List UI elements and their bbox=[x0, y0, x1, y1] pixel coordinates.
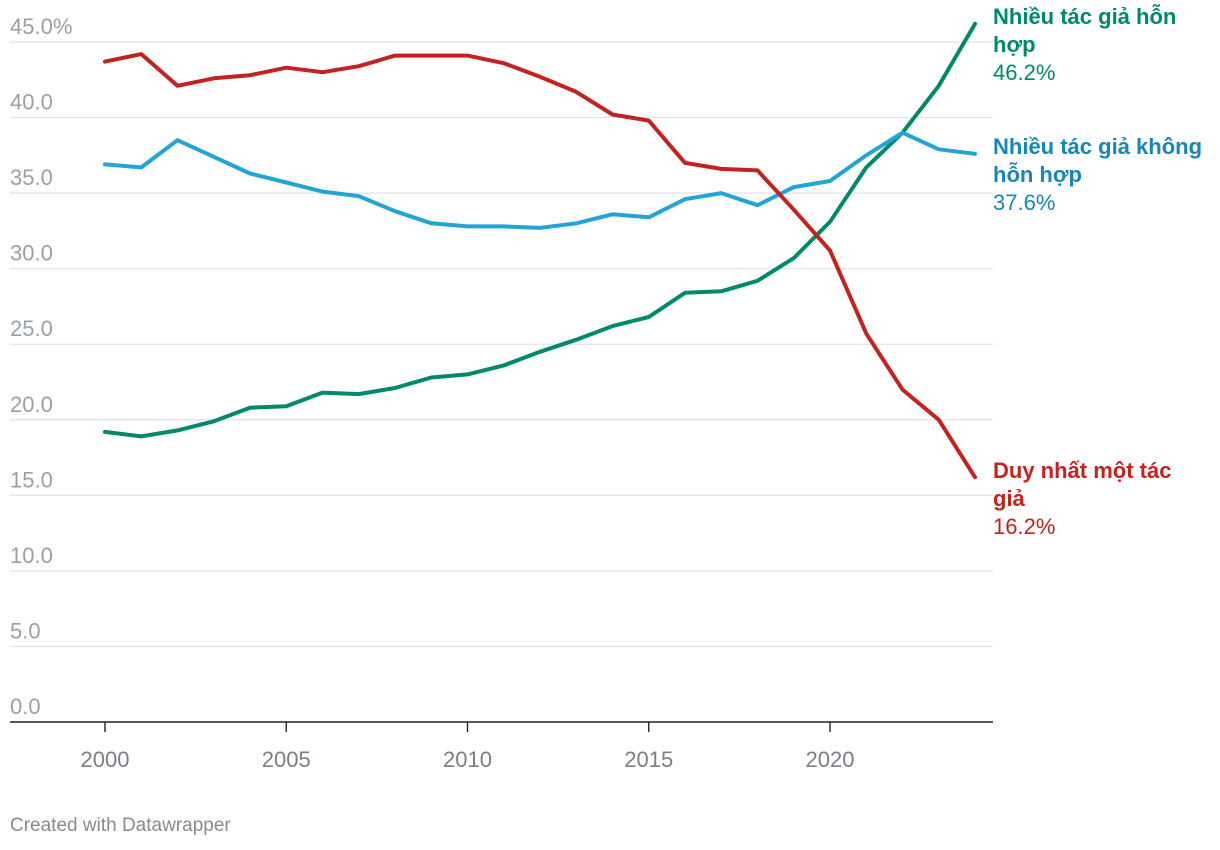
y-tick-label: 20.0 bbox=[10, 392, 53, 417]
series-line-3 bbox=[103, 52, 977, 480]
x-axis: 2000 2005 2010 2015 2020 bbox=[10, 721, 993, 772]
series-end-labels: Nhiều tác giả hỗn hợp 46.2% Nhiều tác giả k… bbox=[993, 4, 1202, 539]
x-tick-label: 2015 bbox=[624, 747, 673, 772]
y-tick-label: 35.0 bbox=[10, 165, 53, 190]
y-tick-label: 10.0 bbox=[10, 543, 53, 568]
y-tick-label: 0.0 bbox=[10, 694, 41, 719]
series-name-label: hợp bbox=[993, 32, 1036, 57]
series-name-label: hỗn hợp bbox=[993, 162, 1082, 187]
series-name-label: Nhiều tác giả không bbox=[993, 134, 1202, 159]
series-name-label: giả bbox=[993, 486, 1026, 511]
datawrapper-credit: Created with Datawrapper bbox=[10, 815, 231, 836]
series-end-value: 16.2% bbox=[993, 514, 1055, 539]
x-tick-label: 2000 bbox=[81, 747, 130, 772]
series-end-value: 46.2% bbox=[993, 60, 1055, 85]
y-tick-label: 15.0 bbox=[10, 467, 53, 492]
y-tick-label: 5.0 bbox=[10, 618, 41, 643]
series-name-label: Duy nhất một tác bbox=[993, 458, 1171, 483]
y-axis-tick-labels: 0.0 5.0 10.0 15.0 20.0 25.0 30.0 35.0 40.0 45.0% bbox=[10, 14, 72, 719]
x-tick-label: 2020 bbox=[806, 747, 855, 772]
x-tick-label: 2005 bbox=[262, 747, 311, 772]
series-line-2 bbox=[103, 130, 977, 230]
y-tick-label: 30.0 bbox=[10, 241, 53, 266]
series-end-value: 37.6% bbox=[993, 190, 1055, 215]
x-tick-label: 2010 bbox=[443, 747, 492, 772]
series-lines bbox=[103, 21, 977, 480]
gridlines bbox=[10, 41, 993, 648]
y-tick-label: 45.0% bbox=[10, 14, 72, 39]
y-tick-label: 25.0 bbox=[10, 316, 53, 341]
series-name-label: Nhiều tác giả hỗn bbox=[993, 4, 1176, 29]
series-line-1 bbox=[103, 21, 977, 439]
y-tick-label: 40.0 bbox=[10, 90, 53, 115]
